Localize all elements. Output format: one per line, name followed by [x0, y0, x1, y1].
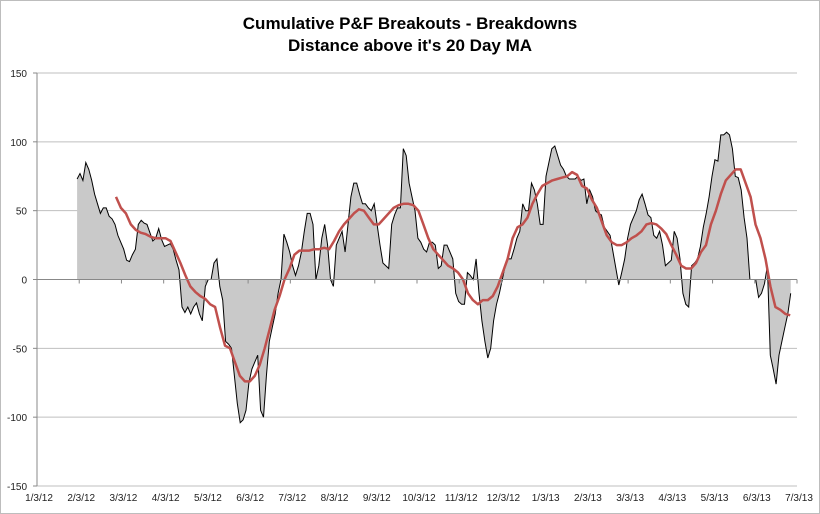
x-tick-label: 3/3/13 — [616, 493, 644, 504]
x-tick-label: 1/3/13 — [532, 493, 560, 504]
x-tick-label: 2/3/12 — [67, 493, 95, 504]
x-tick-label: 3/3/12 — [110, 493, 138, 504]
x-tick-label: 8/3/12 — [321, 493, 349, 504]
x-tick-label: 5/3/12 — [194, 493, 222, 504]
area-fill — [77, 132, 791, 423]
x-tick-label: 6/3/12 — [236, 493, 264, 504]
series-layer — [76, 131, 792, 424]
x-tick-label: 6/3/13 — [743, 493, 771, 504]
y-axis: 150 100 50 0 -50 -100 -150 — [7, 69, 38, 493]
y-tick-label: 100 — [10, 138, 27, 149]
x-tick-label: 12/3/12 — [487, 493, 521, 504]
x-tick-label: 10/3/12 — [402, 493, 436, 504]
y-tick-label: -50 — [13, 344, 28, 355]
x-tick-label: 7/3/13 — [785, 493, 813, 504]
x-tick-label: 5/3/13 — [701, 493, 729, 504]
x-tick-label: 4/3/13 — [658, 493, 686, 504]
y-tick-label: -100 — [7, 413, 27, 424]
chart-title-line-1: Cumulative P&F Breakouts - Breakdowns — [243, 14, 577, 33]
x-tick-label: 1/3/12 — [25, 493, 53, 504]
y-tick-label: 0 — [21, 276, 27, 287]
x-tick-label: 2/3/13 — [574, 493, 602, 504]
x-tick-label: 4/3/12 — [152, 493, 180, 504]
chart-title-line-2: Distance above it's 20 Day MA — [288, 36, 532, 55]
x-tick-label: 7/3/12 — [278, 493, 306, 504]
y-tick-label: 50 — [16, 207, 28, 218]
series-line-distance — [76, 131, 792, 424]
series-line-moving-average — [114, 168, 791, 383]
x-axis: 1/3/12 2/3/12 3/3/12 4/3/12 5/3/12 6/3/12 7/3/… — [25, 279, 813, 504]
x-tick-label: 9/3/12 — [363, 493, 391, 504]
y-tick-label: 150 — [10, 69, 27, 80]
x-tick-label: 11/3/12 — [445, 493, 478, 504]
y-tick-label: -150 — [7, 482, 27, 493]
